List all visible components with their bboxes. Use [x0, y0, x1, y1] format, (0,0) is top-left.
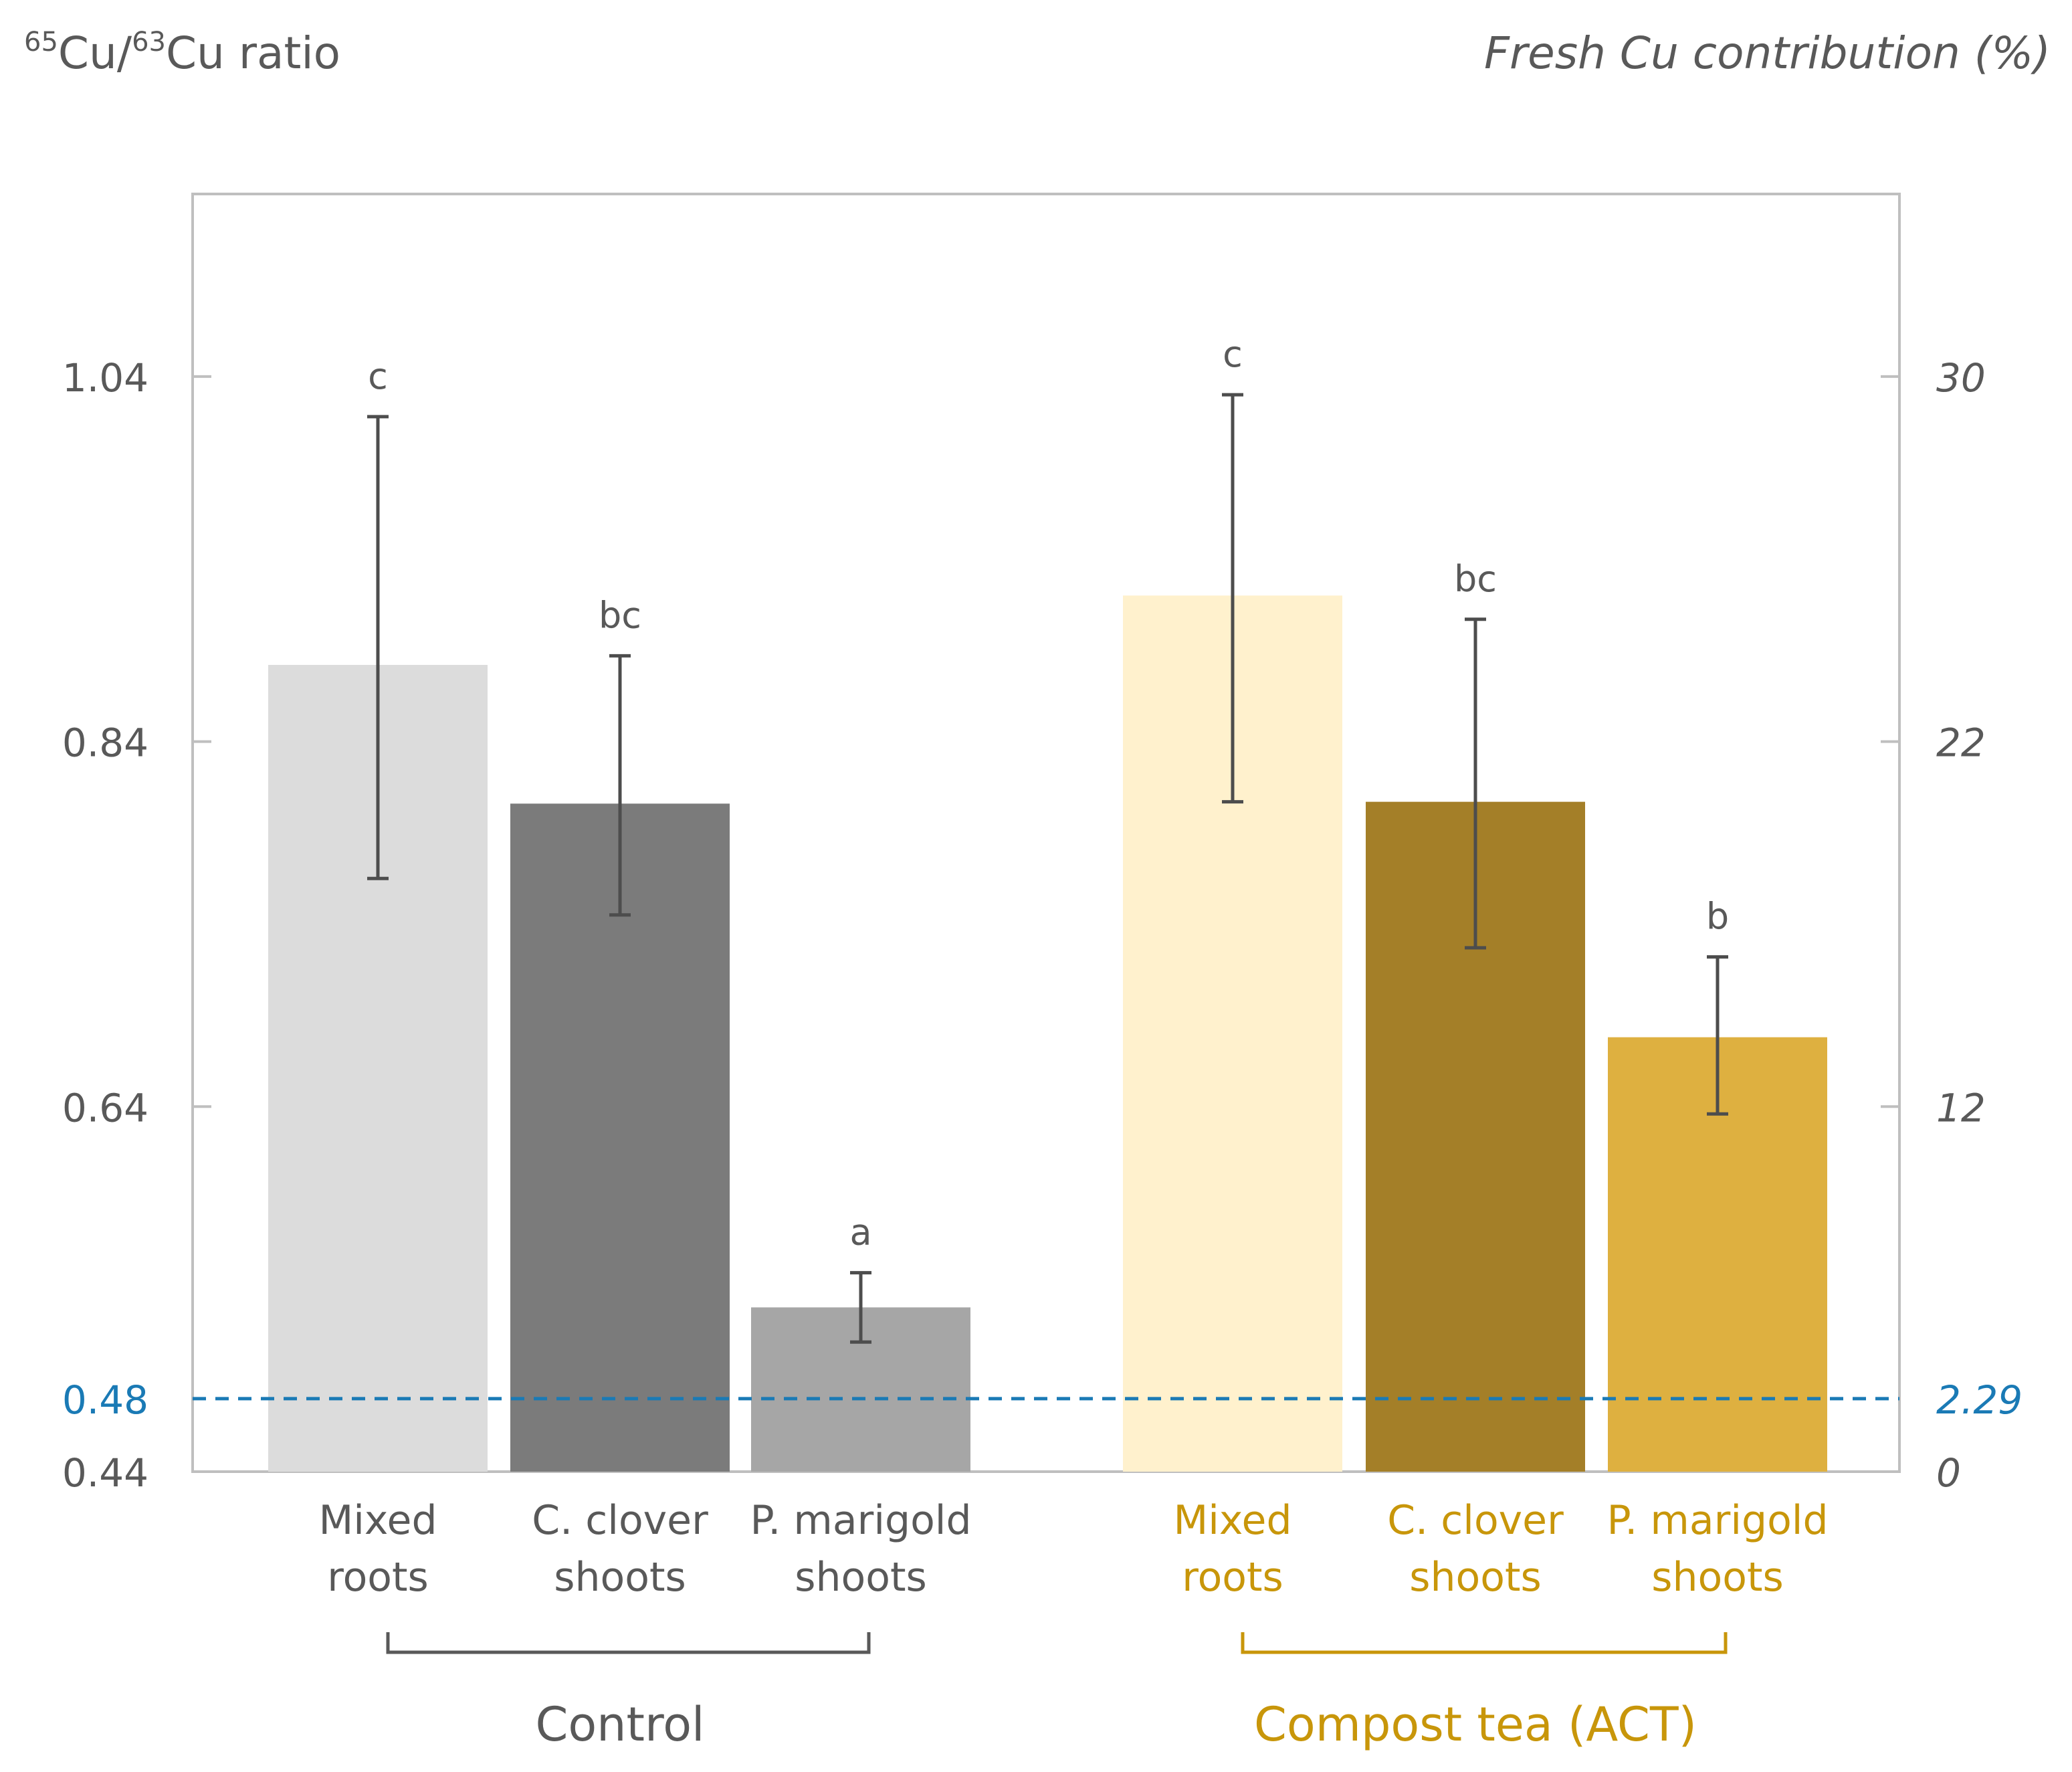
- y-right-axis-label: Fresh Cu contribution (%): [1484, 27, 2051, 79]
- bars: [268, 595, 1827, 1472]
- category-label-line1: C. clover: [1387, 1497, 1564, 1544]
- y-left-axis-label: 65Cu/63Cu ratio: [24, 27, 340, 79]
- y-left-label-part2: Cu ratio: [166, 27, 340, 79]
- group-brackets: [386, 1632, 1728, 1654]
- left-tick-label: 0.84: [62, 720, 148, 766]
- plot-frame: [191, 193, 1901, 1473]
- left-axis-tick-labels: 1.04 0.84 0.64 0.48 0.44: [62, 355, 148, 1496]
- category-label-line2: shoots: [554, 1554, 686, 1601]
- significance-letter: c: [1223, 333, 1243, 375]
- category-label-line1: C. clover: [532, 1497, 708, 1544]
- category-label-line2: shoots: [1651, 1554, 1784, 1601]
- group-bracket: [386, 1632, 871, 1654]
- category-label-line2: roots: [1182, 1554, 1283, 1601]
- left-tick-label: 1.04: [62, 355, 148, 401]
- group-bracket: [1241, 1632, 1728, 1654]
- tick-marks: [193, 375, 1899, 1108]
- right-tick-label: 30: [1936, 355, 1986, 401]
- category-label-line2: shoots: [795, 1554, 927, 1601]
- category-label-line2: shoots: [1409, 1554, 1542, 1601]
- right-tick-label: 22: [1936, 720, 1986, 766]
- left-tick-label: 0.48: [62, 1377, 148, 1423]
- significance-letters: c bc a c bc b: [368, 333, 1729, 1253]
- y-left-label-sup1: 65: [24, 27, 58, 58]
- y-left-label-sup2: 63: [132, 27, 166, 58]
- category-label-line1: Mixed: [1173, 1497, 1291, 1544]
- significance-letter: b: [1706, 896, 1729, 938]
- category-label-line1: Mixed: [318, 1497, 437, 1544]
- significance-letter: bc: [1454, 558, 1497, 600]
- right-tick-label: 2.29: [1936, 1377, 2023, 1423]
- group-labels: Control Compost tea (ACT): [535, 1697, 1696, 1752]
- category-label-line1: P. marigold: [750, 1497, 971, 1544]
- significance-letter: c: [368, 355, 388, 397]
- left-tick-label: 0.64: [62, 1085, 148, 1130]
- right-axis-tick-labels: 30 22 12 2.29 0: [1936, 355, 2023, 1496]
- left-tick-label: 0.44: [62, 1450, 148, 1496]
- category-label-line2: roots: [327, 1554, 429, 1601]
- right-tick-label: 0: [1936, 1450, 1961, 1496]
- group-label: Control: [535, 1697, 704, 1752]
- y-left-label-part1: Cu/: [58, 27, 132, 79]
- group-label: Compost tea (ACT): [1254, 1697, 1697, 1752]
- significance-letter: a: [849, 1211, 871, 1254]
- category-label-line1: P. marigold: [1607, 1497, 1828, 1544]
- category-labels: Mixed roots C. clover shoots P. marigold shoo…: [318, 1497, 1828, 1601]
- error-bars: [367, 393, 1728, 1344]
- significance-letter: bc: [599, 594, 641, 636]
- right-tick-label: 12: [1936, 1085, 1986, 1130]
